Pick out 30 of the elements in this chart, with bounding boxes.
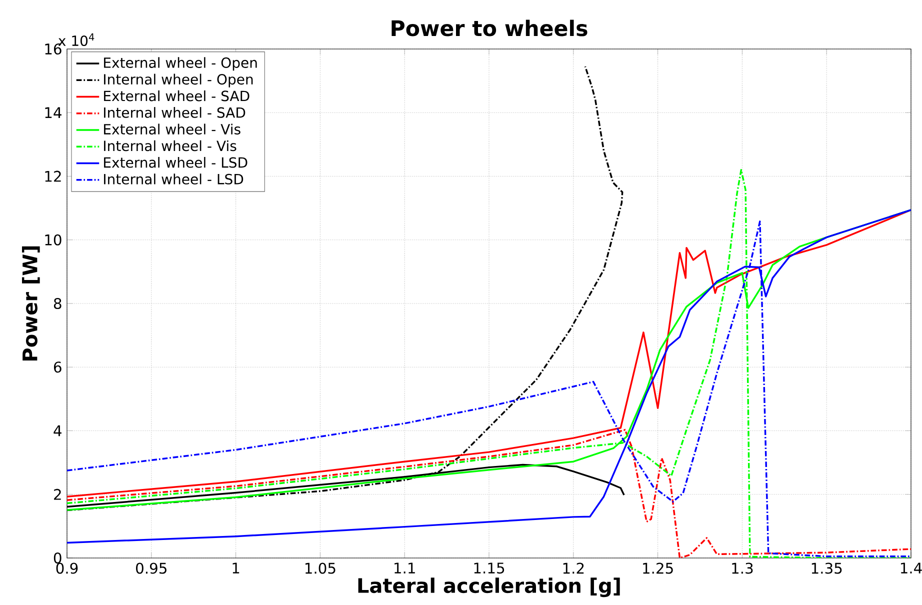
legend-label: Internal wheel - Vis: [104, 140, 236, 152]
y-axis-title: Power [W]: [22, 246, 40, 360]
legend-label: External wheel - Open: [104, 57, 257, 71]
y-tick-label: 10: [45, 234, 62, 246]
y-tick-label: 0: [54, 552, 62, 564]
x-tick-label: 1.05: [305, 562, 336, 574]
y-tick-label: 8: [54, 298, 62, 310]
legend-label: External wheel - Vis: [104, 124, 240, 135]
x-tick-label: 1.4: [900, 562, 922, 574]
y-tick-label: 14: [45, 107, 62, 118]
x-tick-label: 1.3: [732, 562, 753, 574]
legend-label: External wheel - SAD: [104, 90, 250, 102]
x-tick-label: 1.25: [643, 562, 673, 574]
legend-label: Internal wheel - Open: [104, 74, 253, 88]
x-tick-label: 1.35: [812, 562, 842, 574]
x-tick-label: 1: [232, 562, 240, 574]
x-tick-label: 1.2: [563, 562, 584, 574]
legend-label: Internal wheel - SAD: [104, 107, 246, 118]
x-tick-label: 0.9: [56, 562, 78, 574]
x-tick-label: 1.1: [394, 562, 415, 574]
x-axis-title: Lateral acceleration [g]: [358, 578, 620, 598]
y-tick-label: 4: [54, 425, 62, 436]
x-tick-label: 0.95: [136, 562, 166, 574]
legend-label: External wheel - LSD: [104, 156, 248, 168]
y-tick-label: 6: [54, 362, 62, 373]
x-tick-label: 1.15: [474, 562, 504, 574]
chart-title: Power to wheels: [392, 20, 588, 36]
y-tick-label: 2: [54, 488, 61, 500]
y-tick-label: 12: [45, 170, 61, 182]
legend-label: Internal wheel - LSD: [104, 174, 244, 184]
